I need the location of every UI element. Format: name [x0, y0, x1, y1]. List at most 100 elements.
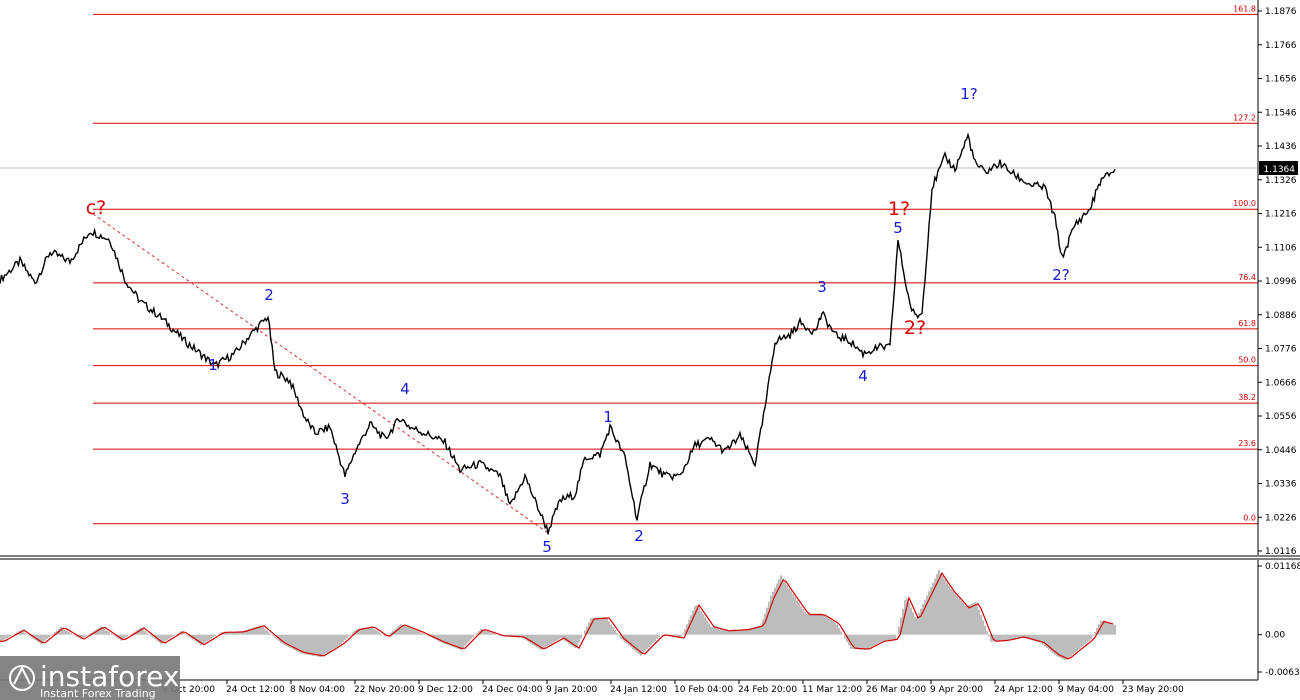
osc-bar [110, 633, 112, 635]
osc-bar [792, 594, 794, 635]
osc-bar [940, 573, 942, 635]
osc-bar [1000, 634, 1002, 641]
osc-bar [1042, 634, 1044, 645]
osc-bar [400, 624, 402, 635]
osc-bar [836, 624, 838, 635]
osc-bar [804, 612, 806, 635]
osc-bar [1056, 634, 1058, 657]
osc-bar [1004, 634, 1006, 641]
osc-bar [258, 625, 260, 635]
fib-level-label: 161.8 [1233, 4, 1256, 13]
osc-bar [234, 631, 236, 635]
osc-bar [900, 617, 902, 635]
osc-bar [42, 634, 44, 643]
osc-bar [1016, 634, 1018, 638]
price-axis-tick: 1.1106 [1265, 243, 1297, 253]
osc-bar [636, 634, 638, 653]
osc-bar [1096, 628, 1098, 635]
osc-bar [482, 629, 484, 635]
osc-bar [724, 630, 726, 635]
osc-bar [6, 634, 8, 639]
osc-bar [198, 634, 200, 644]
osc-bar [1048, 634, 1050, 650]
osc-bar [726, 630, 728, 635]
osc-bar [468, 634, 470, 642]
osc-bar [1028, 634, 1030, 640]
osc-bar [130, 634, 132, 635]
osc-bar [838, 628, 840, 635]
osc-bar [740, 629, 742, 635]
osc-bar [870, 634, 872, 648]
osc-bar [544, 634, 546, 648]
osc-bar [516, 634, 518, 637]
osc-bar [1112, 624, 1114, 635]
osc-bar [60, 627, 62, 635]
osc-bar [38, 634, 40, 643]
osc-bar [1040, 634, 1042, 643]
osc-bar [98, 627, 100, 635]
osc-bar [648, 634, 650, 648]
osc-bar [84, 634, 86, 637]
osc-bar [700, 611, 702, 635]
price-axis-tick: 1.0666 [1265, 378, 1297, 388]
wave-label-blue: 2? [1052, 266, 1070, 284]
osc-bar [106, 630, 108, 635]
osc-bar [352, 632, 354, 635]
osc-bar [928, 591, 930, 635]
osc-bar [526, 634, 528, 641]
time-axis-tick: 8 Nov 04:00 [290, 685, 345, 695]
osc-bar [298, 634, 300, 653]
osc-bar [852, 634, 854, 649]
time-axis-tick: 24 Oct 12:00 [226, 685, 285, 695]
osc-bar [380, 633, 382, 635]
osc-bar [906, 598, 908, 635]
osc-bar [1006, 634, 1008, 641]
osc-bar [798, 603, 800, 635]
osc-bar [250, 628, 252, 635]
osc-bar [150, 634, 152, 636]
osc-bar [708, 623, 710, 635]
osc-bar [318, 634, 320, 657]
osc-bar [316, 634, 318, 657]
osc-bar [446, 634, 448, 645]
osc-bar [628, 634, 630, 646]
fib-level-label: 50.0 [1238, 356, 1256, 365]
osc-bar [606, 618, 608, 635]
osc-bar [256, 626, 258, 635]
osc-bar [866, 634, 868, 650]
osc-bar [614, 630, 616, 635]
osc-bar [772, 591, 774, 635]
osc-bar [930, 587, 932, 635]
osc-bar [932, 582, 934, 635]
osc-bar [766, 607, 768, 635]
osc-bar [420, 632, 422, 635]
osc-bar [74, 634, 76, 636]
osc-bar [288, 634, 290, 648]
osc-bar [348, 634, 350, 637]
osc-bar [330, 634, 332, 651]
osc-bar [630, 634, 632, 648]
osc-bar [1072, 634, 1074, 655]
osc-bar [366, 627, 368, 635]
osc-bar [10, 634, 12, 636]
osc-bar [554, 634, 556, 642]
osc-bar [262, 627, 264, 635]
watermark-brand: instaforex [40, 660, 179, 693]
wave-label-blue: 3 [340, 490, 350, 508]
osc-bar [978, 609, 980, 635]
osc-bar [254, 627, 256, 635]
osc-bar [632, 634, 634, 650]
osc-bar [744, 629, 746, 635]
osc-bar [152, 634, 154, 638]
wave-label-red: 1? [888, 198, 910, 220]
osc-bar [372, 627, 374, 635]
osc-bar [86, 634, 88, 636]
osc-bar [536, 634, 538, 648]
osc-bar [918, 612, 920, 635]
osc-bar [384, 634, 386, 637]
time-axis-tick: 9 Oct 20:00 [162, 685, 215, 695]
osc-bar [302, 634, 304, 654]
osc-bar [268, 632, 270, 635]
osc-bar [364, 627, 366, 635]
